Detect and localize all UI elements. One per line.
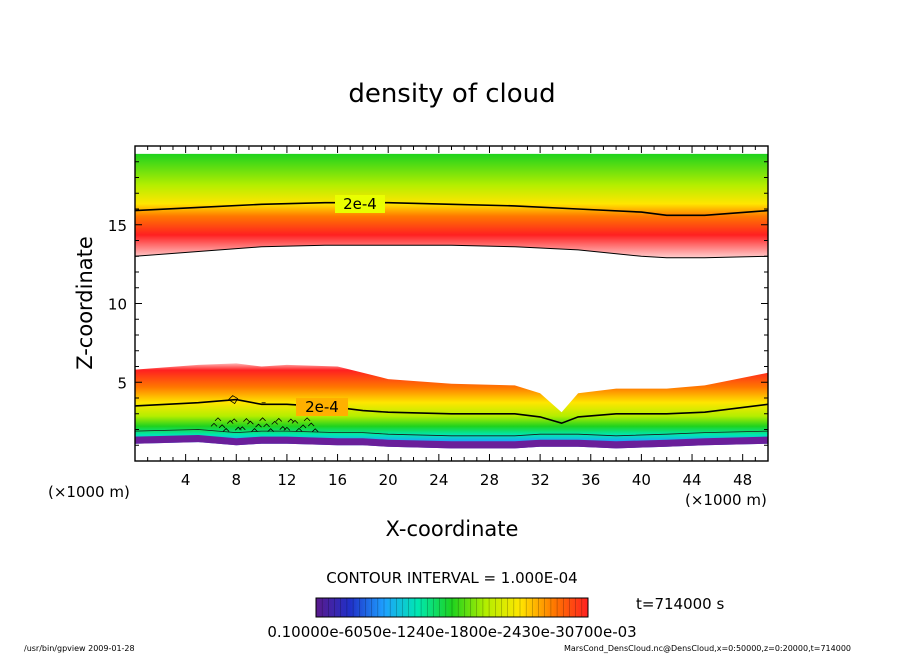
upper-contour-line — [135, 201, 768, 217]
x-tick-label: 36 — [581, 471, 600, 489]
footer-right: MarsCond_DensCloud.nc@DensCloud,x=0:5000… — [564, 644, 851, 653]
x-tick-label: 12 — [277, 471, 296, 489]
x-tick-label: 4 — [181, 471, 191, 489]
x-axis-label: X-coordinate — [386, 517, 519, 541]
x-unit-right: (×1000 m) — [685, 491, 767, 509]
y-tick-label: 15 — [108, 217, 127, 235]
lower-contour-line — [135, 398, 768, 425]
lower-layer-bottom-contour — [135, 429, 768, 437]
x-tick-label: 24 — [429, 471, 448, 489]
lower-contour-label-bg — [296, 398, 348, 416]
upper-contour-label-bg — [335, 195, 385, 213]
chart-title: density of cloud — [348, 79, 555, 109]
x-tick-label: 28 — [480, 471, 499, 489]
time-label: t=714000 s — [636, 595, 724, 613]
plot-area — [135, 153, 768, 449]
y-axis-label: Z-coordinate — [73, 236, 97, 370]
x-tick-label: 32 — [531, 471, 550, 489]
turbulent-contours — [210, 395, 319, 433]
lower-cloud-layer — [135, 363, 768, 449]
upper-contour-label: 2e-4 — [343, 195, 377, 213]
footer-left: /usr/bin/gpview 2009-01-28 — [24, 644, 135, 653]
upper-cloud-layer — [135, 153, 768, 258]
upper-layer-bottom-edge — [135, 244, 768, 259]
contour-interval: CONTOUR INTERVAL = 1.000E-04 — [326, 569, 577, 587]
y-tick-label: 10 — [108, 296, 127, 314]
x-tick-label: 48 — [733, 471, 752, 489]
lower-cloud-base-band — [135, 435, 768, 449]
x-tick-label: 16 — [328, 471, 347, 489]
colorbar — [315, 597, 589, 618]
colorbar-labels: 0.10000e-6050e-1240e-1800e-2430e-30700e-… — [267, 623, 636, 641]
colorbar-stripes — [315, 598, 583, 617]
lower-contour-label: 2e-4 — [305, 398, 339, 416]
x-tick-label: 44 — [682, 471, 701, 489]
x-tick-label: 8 — [232, 471, 242, 489]
x-unit-left: (×1000 m) — [48, 483, 130, 501]
x-tick-label: 20 — [379, 471, 398, 489]
y-tick-label: 5 — [117, 374, 127, 392]
x-tick-label: 40 — [632, 471, 651, 489]
